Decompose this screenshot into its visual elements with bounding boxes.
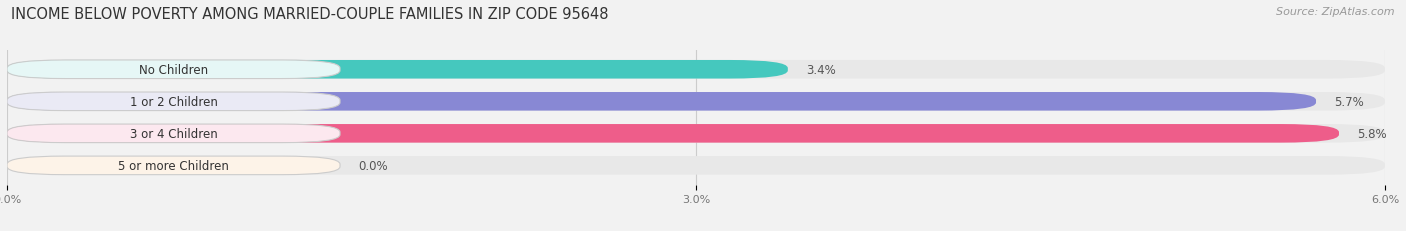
FancyBboxPatch shape [7, 156, 340, 175]
Text: 5 or more Children: 5 or more Children [118, 159, 229, 172]
Text: 0.0%: 0.0% [359, 159, 388, 172]
FancyBboxPatch shape [7, 125, 1385, 143]
Text: No Children: No Children [139, 64, 208, 76]
Text: 1 or 2 Children: 1 or 2 Children [129, 95, 218, 108]
FancyBboxPatch shape [7, 61, 1385, 79]
Text: Source: ZipAtlas.com: Source: ZipAtlas.com [1277, 7, 1395, 17]
FancyBboxPatch shape [7, 61, 787, 79]
Text: 3 or 4 Children: 3 or 4 Children [129, 127, 218, 140]
FancyBboxPatch shape [7, 93, 340, 111]
Text: 3.4%: 3.4% [806, 64, 837, 76]
Text: 5.8%: 5.8% [1357, 127, 1386, 140]
FancyBboxPatch shape [7, 93, 1385, 111]
FancyBboxPatch shape [7, 125, 340, 143]
Text: INCOME BELOW POVERTY AMONG MARRIED-COUPLE FAMILIES IN ZIP CODE 95648: INCOME BELOW POVERTY AMONG MARRIED-COUPL… [11, 7, 609, 22]
FancyBboxPatch shape [7, 61, 340, 79]
Text: 5.7%: 5.7% [1334, 95, 1364, 108]
FancyBboxPatch shape [7, 156, 1385, 175]
FancyBboxPatch shape [7, 93, 1316, 111]
FancyBboxPatch shape [7, 125, 1339, 143]
